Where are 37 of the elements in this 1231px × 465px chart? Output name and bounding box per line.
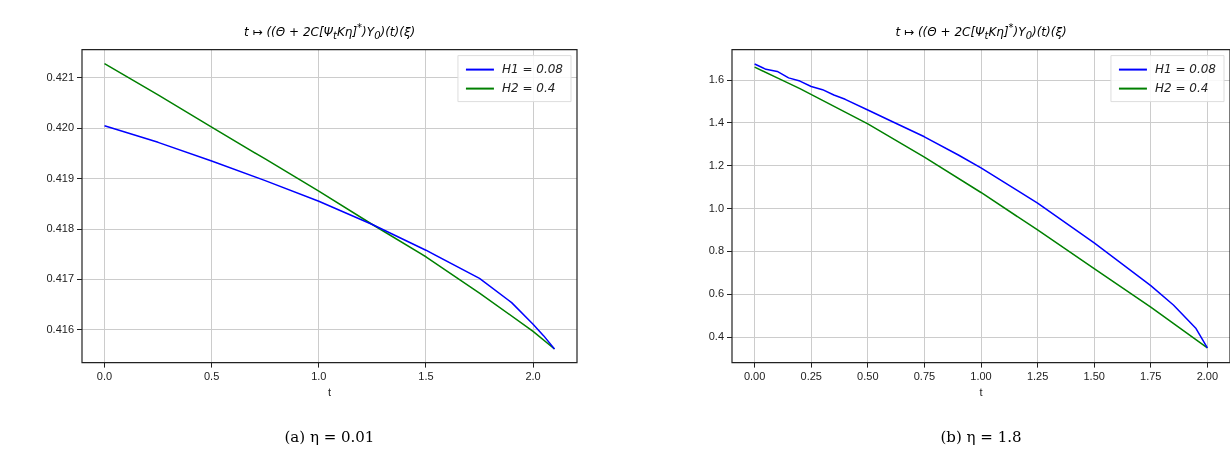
legend-label: H2 = 0.4 [501, 80, 556, 95]
x-tick-label: 0.50 [857, 370, 879, 383]
y-tick-label: 0.4 [708, 330, 724, 343]
x-tick-label: 1.50 [1083, 370, 1105, 383]
y-tick-label: 1.6 [708, 73, 724, 86]
chart-title: t ↦ ((Θ + 2C[Ψ$_{t}$Kη]$^{*}$)Y$_{0}$)(t)(ξ) [895, 22, 1067, 42]
text: (a) η = 0.01 [284, 428, 375, 446]
x-tick-label: 1.75 [1140, 370, 1162, 383]
x-tick-label: 2.00 [1196, 370, 1219, 383]
y-tick-label: 1.0 [708, 201, 724, 214]
y-tick-label: 1.2 [708, 158, 724, 171]
y-tick-label: 0.418 [46, 222, 74, 235]
y-tick-label: 0.417 [46, 272, 74, 285]
x-tick-label: 2.0 [525, 370, 541, 383]
x-tick-label: 0.5 [203, 370, 220, 383]
x-tick-label: 1.5 [418, 370, 434, 383]
x-tick-label: 0.25 [800, 370, 822, 383]
x-tick-label: 0.75 [913, 370, 936, 383]
y-tick-label: 0.416 [46, 322, 74, 335]
y-tick-label: 0.6 [708, 287, 724, 300]
legend-label: H2 = 0.4 [1154, 80, 1209, 95]
y-tick-label: 1.4 [708, 115, 724, 128]
text: (b) η = 1.8 [940, 428, 1022, 446]
x-axis-title: t [327, 386, 332, 399]
y-tick-label: 0.8 [708, 244, 724, 257]
x-tick-label: 0.00 [743, 370, 766, 383]
y-tick-label: 0.420 [46, 121, 74, 134]
legend-label: H1 = 0.08 [1154, 61, 1217, 76]
legend-label: H1 = 0.08 [501, 61, 564, 76]
x-tick-label: 0.0 [96, 370, 113, 383]
y-tick-label: 0.419 [46, 171, 74, 184]
x-axis-title: t [979, 386, 983, 399]
x-tick-label: 1.0 [311, 370, 327, 383]
y-tick-label: 0.421 [46, 70, 74, 83]
chart-title: t ↦ ((Θ + 2C[Ψ$_{t}$Kη]$^{*}$)Y$_{0}$)(t)(ξ) [244, 22, 416, 42]
x-tick-label: 1.25 [1026, 370, 1049, 383]
x-tick-label: 1.00 [970, 370, 992, 383]
